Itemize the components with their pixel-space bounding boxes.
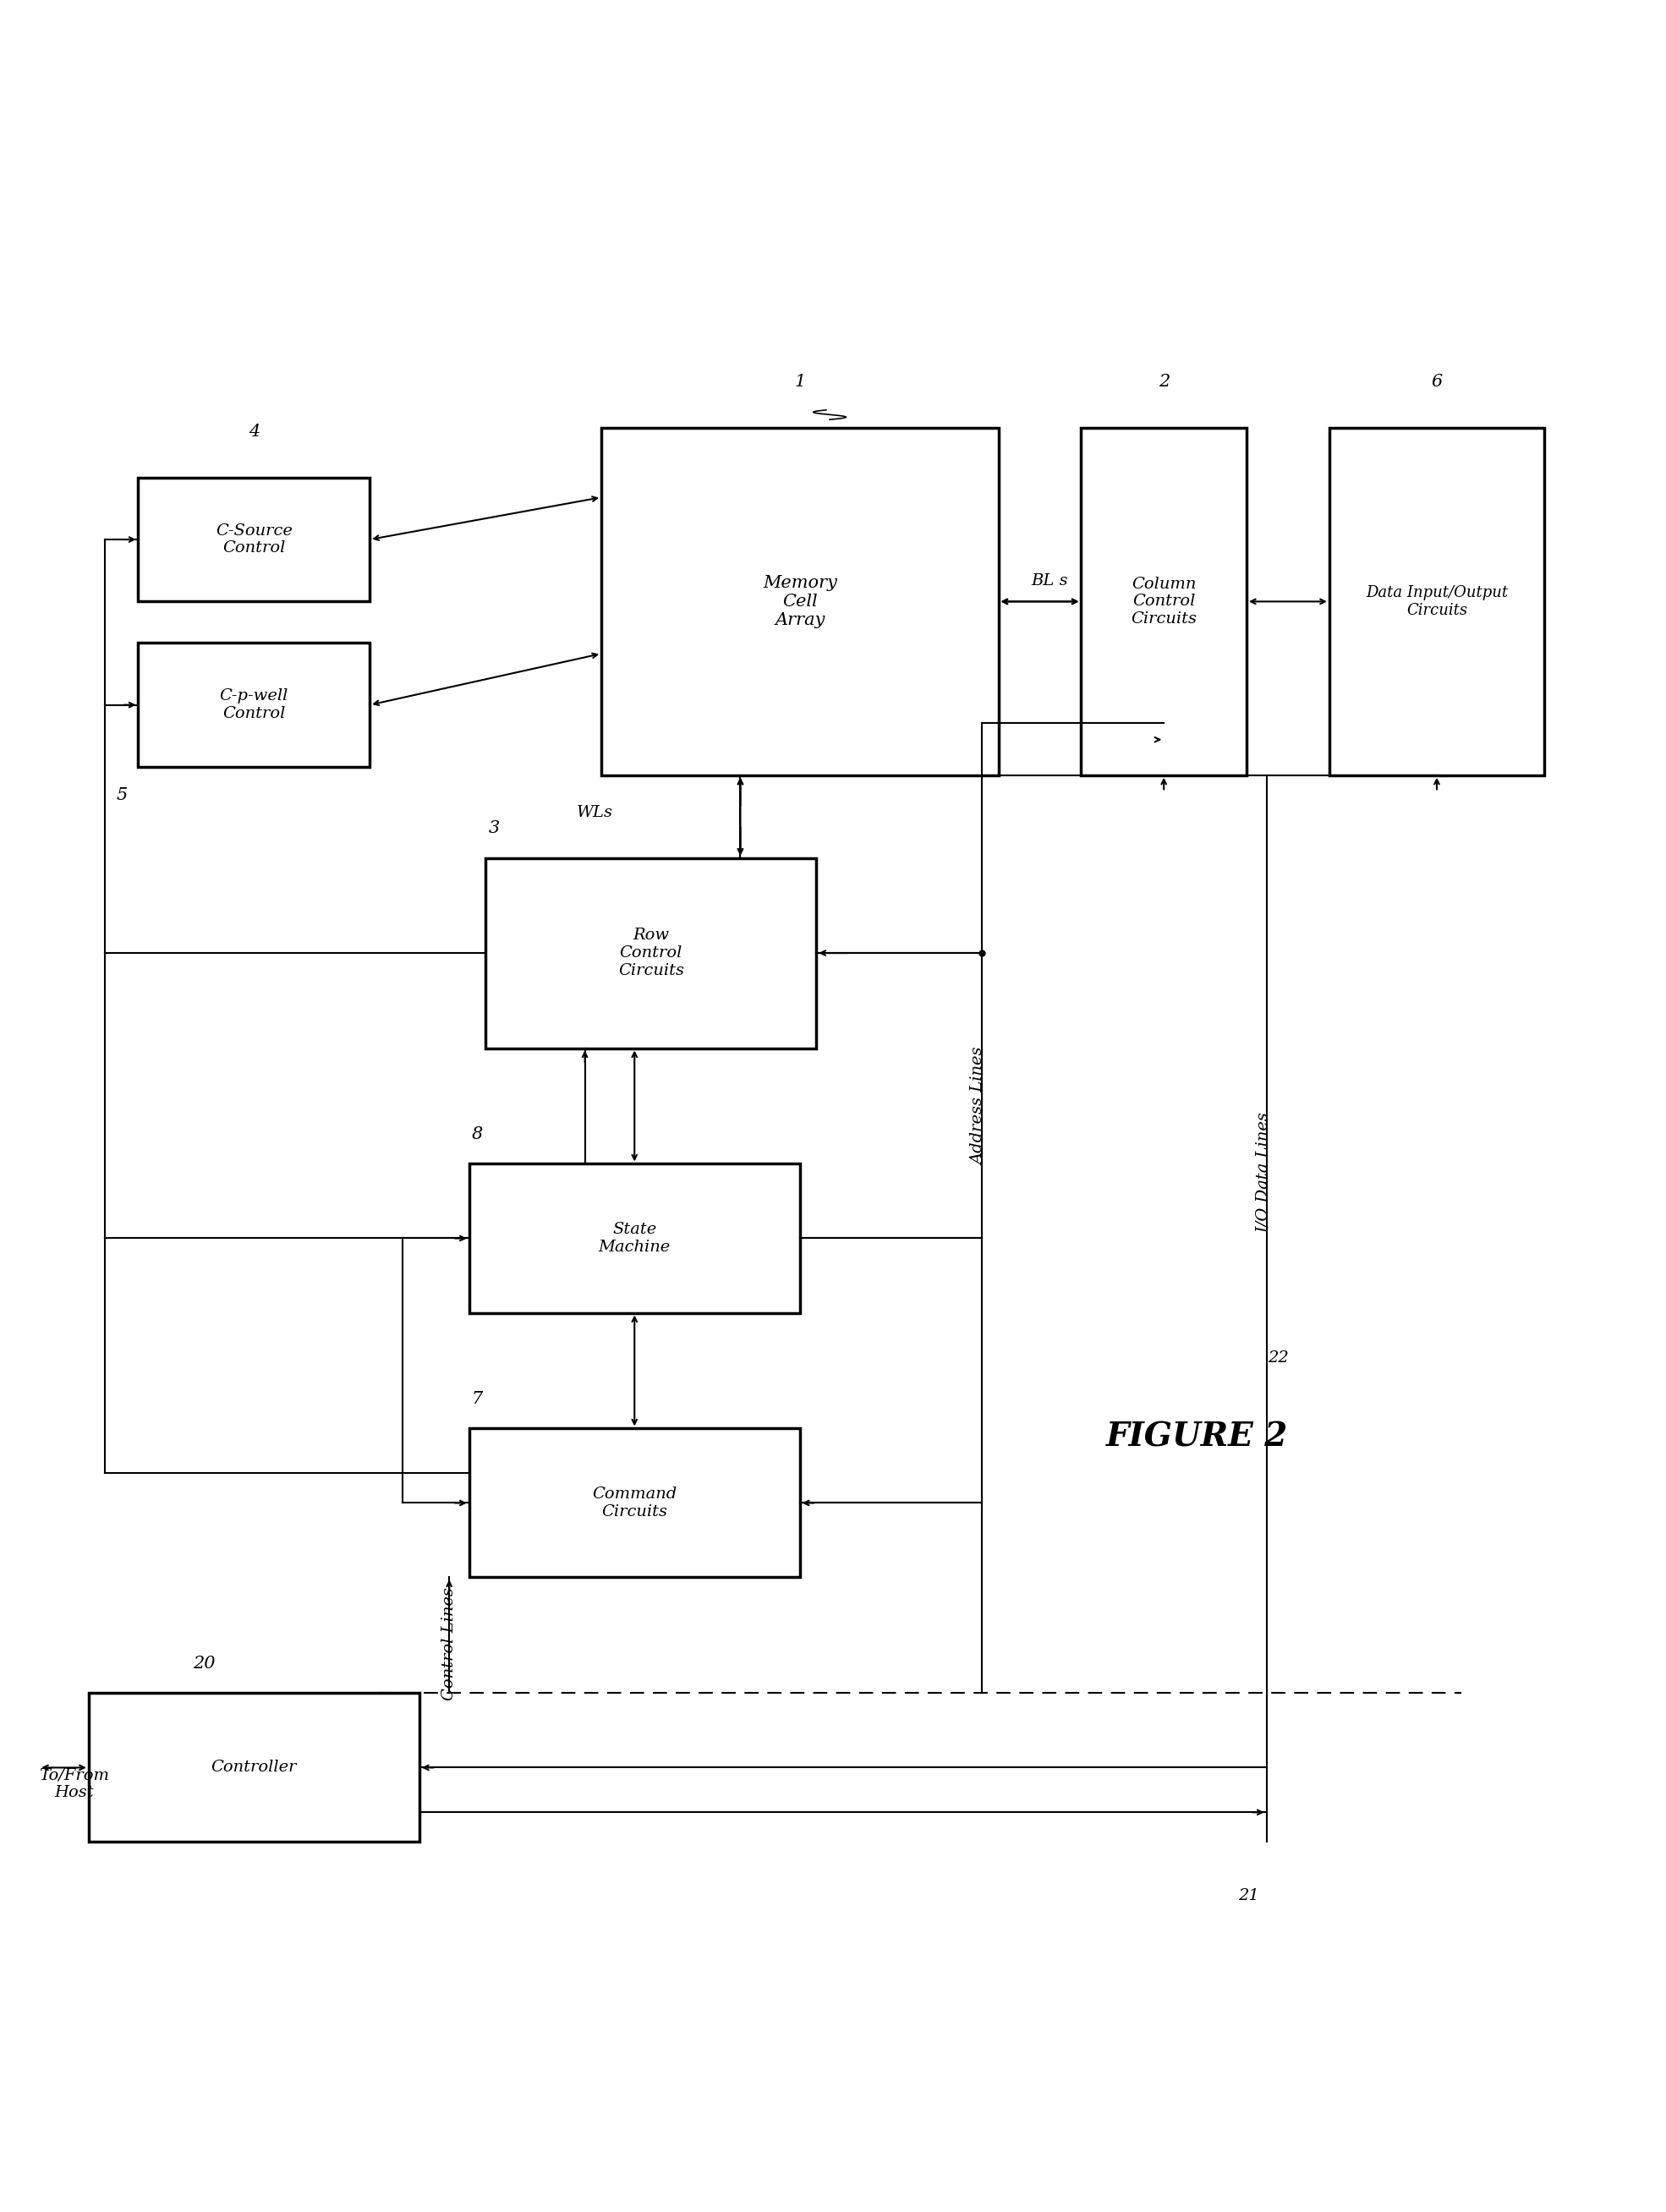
FancyBboxPatch shape [1329,427,1544,774]
Text: 2: 2 [1158,374,1170,389]
FancyBboxPatch shape [1081,427,1246,774]
Text: Column
Control
Circuits: Column Control Circuits [1131,577,1196,626]
Text: WLs: WLs [576,805,613,821]
Text: Controller: Controller [212,1761,297,1776]
Text: 1: 1 [795,374,806,389]
FancyBboxPatch shape [601,427,998,774]
Text: State
Machine: State Machine [598,1221,670,1254]
Text: 22: 22 [1268,1352,1289,1365]
Text: 4: 4 [248,422,260,440]
Text: Data Input/Output
Circuits: Data Input/Output Circuits [1366,586,1508,617]
Text: I/O Data Lines: I/O Data Lines [1256,1113,1271,1232]
FancyBboxPatch shape [88,1692,420,1843]
Text: Address Lines: Address Lines [971,1046,986,1166]
Text: 20: 20 [193,1657,215,1672]
Text: BL s: BL s [1031,573,1068,588]
Text: 21: 21 [1238,1889,1259,1902]
Text: C-p-well
Control: C-p-well Control [220,688,288,721]
Text: 5: 5 [117,787,127,803]
Text: 7: 7 [471,1391,483,1407]
Text: C-Source
Control: C-Source Control [215,522,293,555]
FancyBboxPatch shape [138,644,370,768]
Text: 3: 3 [488,821,500,836]
FancyBboxPatch shape [470,1164,800,1312]
FancyBboxPatch shape [470,1429,800,1577]
Text: Command
Circuits: Command Circuits [591,1486,676,1520]
Text: FIGURE 2: FIGURE 2 [1106,1420,1288,1453]
FancyBboxPatch shape [138,478,370,602]
FancyBboxPatch shape [485,858,816,1048]
Text: Control Lines: Control Lines [441,1586,456,1701]
Text: 8: 8 [471,1126,483,1141]
Text: Row
Control
Circuits: Row Control Circuits [618,927,685,978]
Text: 6: 6 [1431,374,1443,389]
Text: To/From
Host: To/From Host [38,1767,110,1801]
Text: Memory
Cell
Array: Memory Cell Array [763,575,836,628]
